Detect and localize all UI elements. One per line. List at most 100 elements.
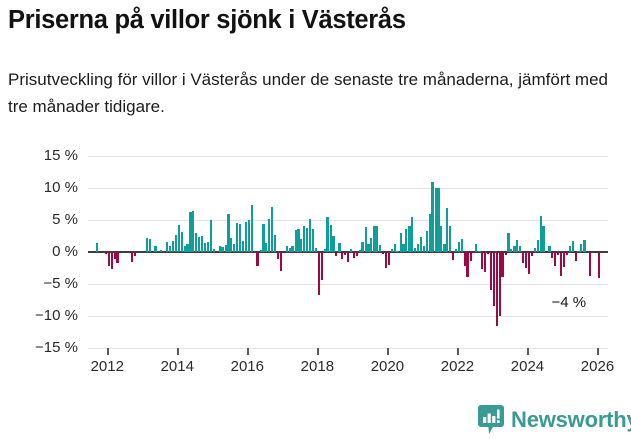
bar [408,225,411,252]
bar [557,252,560,255]
bar [524,252,528,268]
bar [323,248,326,252]
x-axis-tick-mark [317,348,319,355]
bar [294,230,297,252]
bar [341,252,344,260]
bar [242,241,245,252]
bar [192,211,195,252]
y-axis-tick-label: 10 % [43,179,78,196]
bar [268,218,271,252]
bar [285,245,288,252]
bar [195,232,198,252]
bar [244,221,247,252]
bar [559,252,563,277]
bar [469,252,472,261]
gridline [88,348,608,349]
page-subtitle: Prisutveckling för villor i Västerås und… [8,70,608,116]
bar [428,214,431,252]
bar [457,242,460,252]
bar [554,252,557,267]
bar [504,252,507,255]
gridline [88,220,608,221]
bar [343,252,347,256]
bar [568,245,571,252]
bar [463,252,466,267]
bar [212,248,215,252]
bar [384,252,388,268]
bar [297,228,300,252]
bar [536,240,539,252]
bar [320,252,323,281]
bar-chart: 15 % 10 % 5 % 0 % −5 % −10 % −15 % 2012 2014 201… [0,140,631,400]
bar [396,250,399,252]
bar [466,252,469,277]
bar [288,248,291,252]
bar [119,252,122,254]
bar [256,252,259,267]
bar [177,225,180,252]
bar [378,244,382,252]
bar [215,252,218,254]
x-axis-tick-label: 2026 [580,358,615,375]
bar [317,252,320,295]
y-axis-tick-label: 15 % [43,147,78,164]
bar [472,252,475,254]
bar [335,252,338,256]
bar [96,243,99,252]
x-axis-tick-mark [457,348,459,355]
bar [364,227,367,252]
bar [399,232,402,252]
y-axis-tick-label: 5 % [52,211,78,228]
bar [221,246,224,252]
bar [443,244,446,252]
bar [440,226,443,252]
bar [548,245,551,252]
bar [326,217,329,252]
x-axis-tick-mark [387,348,389,355]
bar [308,218,312,252]
bar [168,245,172,252]
bar [171,241,175,252]
bar [417,243,420,252]
page-title: Priserna på villor sjönk i Västerås [8,6,406,34]
gridline [88,284,608,285]
bar [259,250,262,252]
y-axis-tick-label: −10 % [35,307,78,324]
bar [198,237,201,252]
bar [238,223,242,252]
bar [314,248,318,252]
bar [539,215,542,252]
bar [522,252,525,263]
bar [282,252,285,254]
bar [338,243,341,252]
bar [201,236,204,252]
bar [475,243,478,252]
bar [434,188,437,252]
bar [166,242,169,252]
bar [373,225,376,252]
bar [542,226,545,252]
bar [247,220,250,252]
x-axis-tick-label: 2012 [90,358,124,375]
bar [422,245,425,252]
bar [390,248,394,252]
bar [279,252,283,272]
bar [277,252,280,260]
bar [513,245,516,252]
bar [452,252,455,261]
bar [160,250,163,252]
bar [207,241,210,252]
y-axis-tick-label: −5 % [43,275,78,292]
bar [347,252,350,262]
bar [519,245,522,252]
bar [448,226,452,252]
bar [312,228,315,252]
bar [376,226,379,252]
bar [107,252,110,267]
x-axis-tick-label: 2020 [370,358,405,375]
bar [574,252,577,261]
bar [387,252,390,266]
bar [402,244,405,252]
bar [332,236,335,252]
bar [425,230,429,252]
